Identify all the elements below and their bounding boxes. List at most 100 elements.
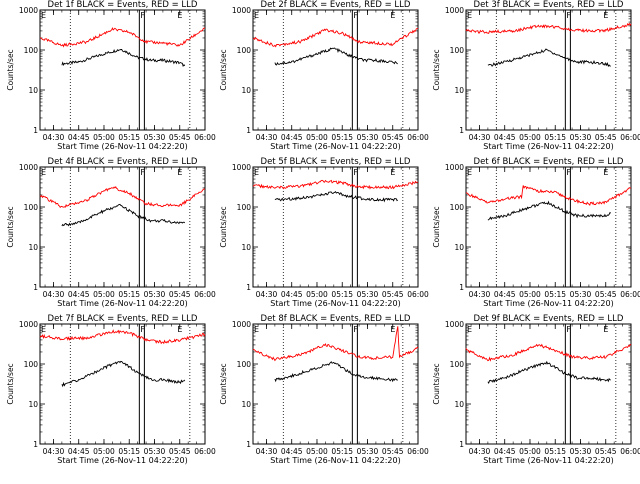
x-tick-label: 04:45 [494, 447, 516, 456]
x-tick-label: 05:15 [331, 290, 353, 299]
x-tick-label: 05:45 [382, 133, 404, 142]
y-tick-label: 10 [28, 400, 38, 409]
y-tick-label: 1000 [19, 6, 38, 15]
x-tick-label: 06:00 [194, 133, 216, 142]
y-axis-label: Counts/sec [6, 206, 15, 247]
y-tick-label: 1 [459, 283, 464, 292]
x-tick-label: 05:30 [570, 290, 592, 299]
x-tick-label: 05:15 [544, 290, 566, 299]
y-tick-label: 1000 [232, 163, 251, 172]
axis-frame [252, 9, 419, 131]
x-tick-label: 05:30 [144, 133, 166, 142]
start-marker-label: E [254, 11, 259, 20]
events-series-line [61, 49, 186, 67]
panel-title: Det 9f BLACK = Events, RED = LLD [474, 314, 624, 324]
chart-panel: Det 5f BLACK = Events, RED = LLD 1 10 100 10… [219, 157, 429, 308]
x-tick-label: 05:15 [331, 447, 353, 456]
x-tick-label: 05:30 [144, 290, 166, 299]
interval-marker-label: E [603, 11, 608, 20]
x-tick-label: 04:30 [469, 447, 491, 456]
start-marker-label: E [467, 325, 472, 334]
lld-series-line [465, 22, 632, 35]
y-tick-label: 1 [246, 126, 251, 135]
y-tick-label: 1000 [232, 6, 251, 15]
y-tick-label: 100 [24, 360, 39, 369]
chart-panel: Det 1f BLACK = Events, RED = LLD 1 10 100 10… [6, 0, 216, 151]
x-tick-label: 05:15 [118, 133, 140, 142]
x-tick-label: 04:30 [43, 290, 65, 299]
panel-title: Det 2f BLACK = Events, RED = LLD [261, 0, 411, 10]
y-tick-label: 1000 [445, 6, 464, 15]
y-tick-label: 1 [246, 283, 251, 292]
lld-series-line [465, 343, 632, 362]
x-tick-label: 06:00 [194, 447, 216, 456]
events-series-line [487, 360, 611, 384]
axis-frame [39, 9, 206, 131]
chart-panel: Det 7f BLACK = Events, RED = LLD 1 10 100 10… [6, 314, 216, 465]
y-axis-label: Counts/sec [6, 363, 15, 404]
x-tick-label: 06:00 [620, 133, 640, 142]
chart-panel: Det 4f BLACK = Events, RED = LLD 1 10 100 10… [6, 157, 216, 308]
y-tick-label: 100 [237, 46, 252, 55]
y-tick-label: 1000 [232, 320, 251, 329]
y-axis-label: Counts/sec [432, 363, 441, 404]
x-tick-label: 04:30 [256, 447, 278, 456]
x-tick-label: 04:30 [469, 290, 491, 299]
x-tick-label: 05:00 [519, 447, 541, 456]
y-tick-label: 100 [450, 203, 465, 212]
axis-frame [465, 323, 632, 445]
y-axis-label: Counts/sec [432, 206, 441, 247]
x-tick-label: 05:45 [169, 133, 191, 142]
chart-panel: Det 2f BLACK = Events, RED = LLD 1 10 100 10… [219, 0, 429, 151]
events-series-line [487, 200, 612, 221]
x-tick-label: 05:45 [595, 133, 617, 142]
x-tick-label: 05:00 [306, 290, 328, 299]
interval-marker-label: E [390, 325, 395, 334]
events-series-line [274, 47, 399, 66]
y-tick-label: 1 [459, 126, 464, 135]
axis-frame [465, 166, 632, 288]
lld-series-line [39, 329, 206, 345]
start-marker-label: E [254, 325, 259, 334]
x-tick-label: 04:30 [256, 290, 278, 299]
x-axis-label: Start Time (26-Nov-11 04:22:20) [270, 142, 400, 151]
x-tick-label: 05:45 [595, 447, 617, 456]
start-marker-label: E [467, 11, 472, 20]
axis-frame [39, 166, 206, 288]
x-axis-label: Start Time (26-Nov-11 04:22:20) [483, 299, 613, 308]
interval-marker-label: F [353, 11, 358, 20]
x-tick-label: 05:45 [595, 290, 617, 299]
x-tick-label: 04:30 [43, 447, 65, 456]
x-tick-label: 05:45 [382, 290, 404, 299]
x-tick-label: 06:00 [407, 133, 429, 142]
y-tick-label: 100 [450, 46, 465, 55]
y-tick-label: 1 [459, 440, 464, 449]
events-series-line [274, 191, 399, 203]
x-tick-label: 05:30 [144, 447, 166, 456]
y-tick-label: 10 [28, 86, 38, 95]
events-series-line [61, 203, 186, 227]
x-axis-label: Start Time (26-Nov-11 04:22:20) [483, 456, 613, 465]
x-tick-label: 04:45 [68, 133, 90, 142]
x-tick-label: 04:45 [281, 290, 303, 299]
x-tick-label: 05:45 [169, 290, 191, 299]
x-tick-label: 04:45 [494, 290, 516, 299]
panel-title: Det 6f BLACK = Events, RED = LLD [474, 157, 624, 167]
start-marker-label: E [41, 325, 46, 334]
x-axis-label: Start Time (26-Nov-11 04:22:20) [483, 142, 613, 151]
x-tick-label: 05:15 [544, 447, 566, 456]
x-tick-label: 05:15 [331, 133, 353, 142]
interval-marker-label: E [603, 325, 608, 334]
lld-series-line [253, 179, 419, 190]
interval-marker-label: E [177, 11, 182, 20]
x-tick-label: 05:00 [519, 133, 541, 142]
x-tick-label: 06:00 [620, 290, 640, 299]
chart-panel: Det 6f BLACK = Events, RED = LLD 1 10 100 10… [432, 157, 640, 308]
y-tick-label: 1 [33, 440, 38, 449]
lld-series-line [39, 26, 206, 48]
x-tick-label: 06:00 [407, 447, 429, 456]
axis-frame [252, 323, 419, 445]
lld-series-line [465, 185, 632, 206]
x-tick-label: 05:45 [382, 447, 404, 456]
y-tick-label: 10 [241, 86, 251, 95]
